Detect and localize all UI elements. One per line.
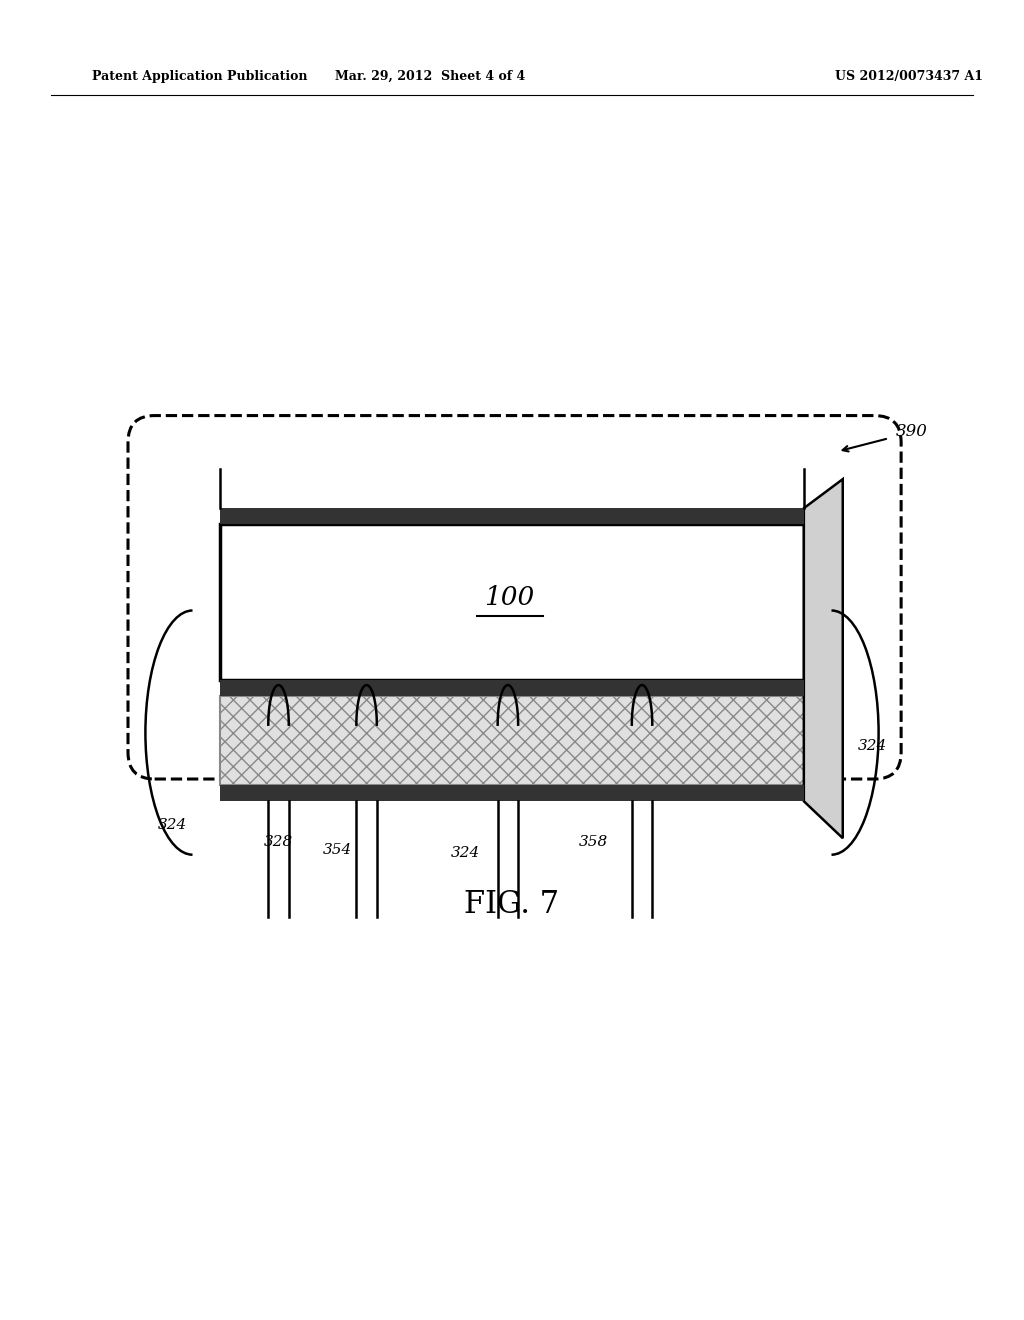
Text: 390: 390 — [896, 424, 928, 440]
Bar — [220, 785, 804, 801]
Text: 358: 358 — [580, 836, 608, 849]
Text: 324: 324 — [452, 846, 480, 859]
Text: 324: 324 — [158, 818, 186, 832]
Text: 324: 324 — [858, 739, 888, 752]
Bar — [220, 508, 804, 524]
Text: 354: 354 — [324, 843, 352, 857]
Bar — [220, 696, 804, 785]
Text: Mar. 29, 2012  Sheet 4 of 4: Mar. 29, 2012 Sheet 4 of 4 — [335, 70, 525, 83]
Text: 328: 328 — [264, 836, 293, 849]
Bar — [220, 524, 804, 680]
Text: US 2012/0073437 A1: US 2012/0073437 A1 — [835, 70, 983, 83]
Polygon shape — [804, 479, 843, 838]
Text: 100: 100 — [483, 586, 535, 610]
Text: FIG. 7: FIG. 7 — [465, 888, 559, 920]
Bar — [220, 680, 804, 696]
Text: Patent Application Publication: Patent Application Publication — [92, 70, 307, 83]
